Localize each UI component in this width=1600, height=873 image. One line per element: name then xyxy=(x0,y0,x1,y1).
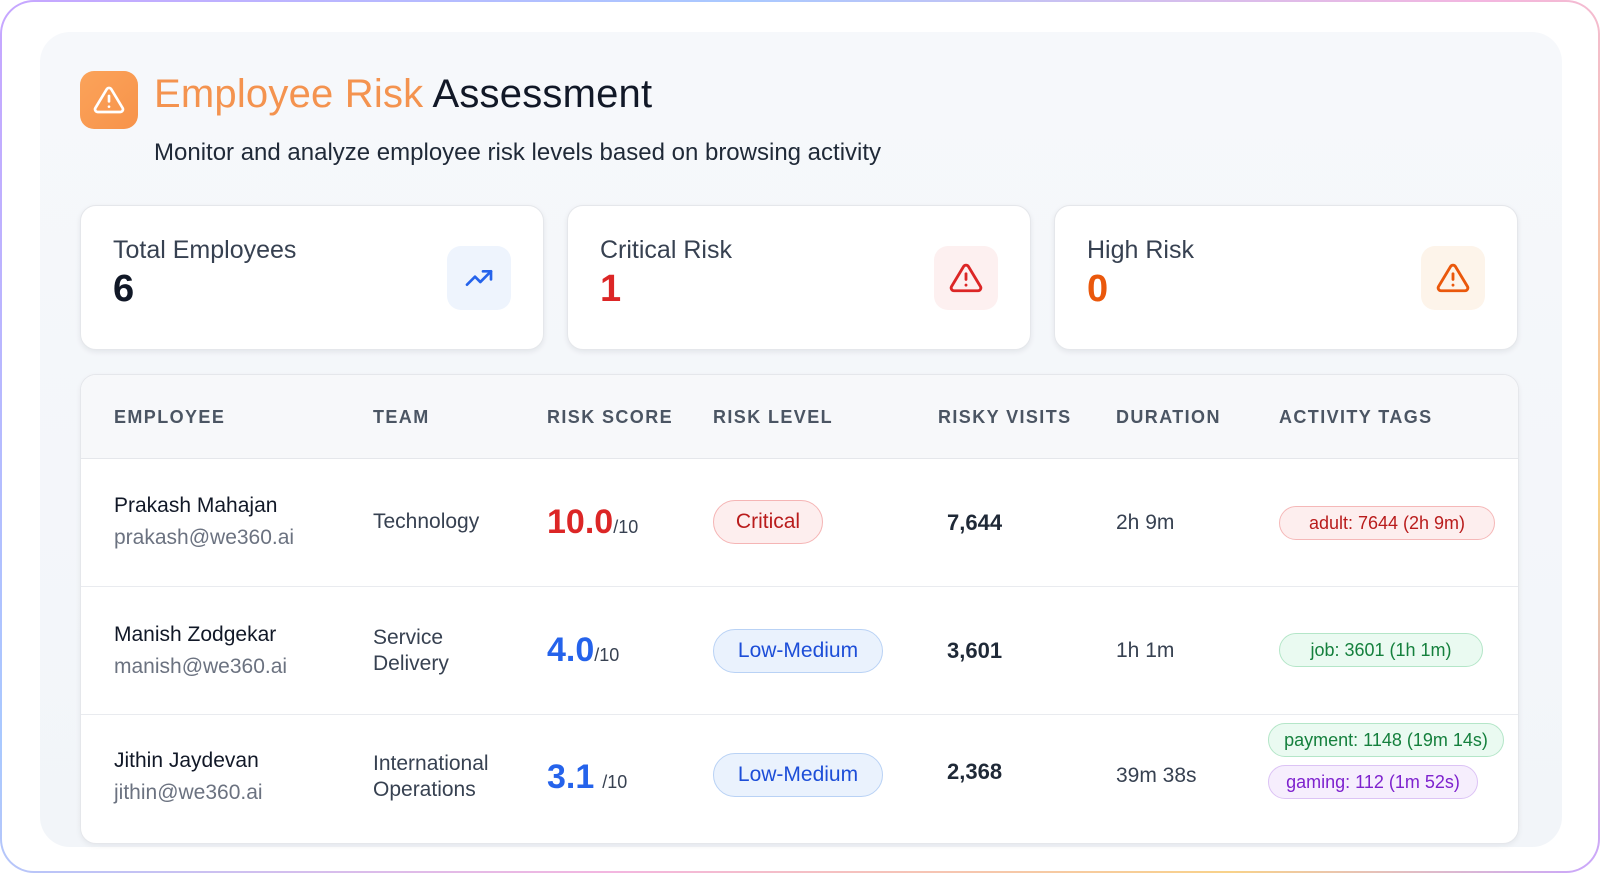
employee-name: Prakash Mahajan xyxy=(114,494,278,517)
column-header-risk-level[interactable]: RISK LEVEL xyxy=(713,407,834,427)
column-header-activity-tags[interactable]: ACTIVITY TAGS xyxy=(1279,407,1433,427)
trending-up-icon xyxy=(447,246,511,310)
employee-email: manish@we360.ai xyxy=(114,655,288,678)
stat-label: High Risk xyxy=(1087,236,1194,264)
page-title: Employee Risk Assessment xyxy=(154,72,652,117)
employee-email: jithin@we360.ai xyxy=(114,781,263,804)
team-line: International xyxy=(373,752,489,775)
column-header-team[interactable]: TEAM xyxy=(373,407,430,427)
employee-team: Service Delivery xyxy=(373,625,449,677)
risk-score: 3.1/10 xyxy=(547,758,627,797)
duration: 39m 38s xyxy=(1116,764,1197,787)
table-header: EMPLOYEE TEAM RISK SCORE RISK LEVEL RISK… xyxy=(81,375,1518,459)
risk-level-badge: Low-Medium xyxy=(713,629,883,673)
column-header-employee[interactable]: EMPLOYEE xyxy=(114,407,226,427)
page-title-accent: Employee Risk xyxy=(154,72,424,116)
column-header-risk-score[interactable]: RISK SCORE xyxy=(547,407,674,427)
risk-score-denominator: /10 xyxy=(594,645,620,665)
activity-tag: gaming: 112 (1m 52s) xyxy=(1268,765,1478,799)
table-row[interactable]: Prakash Mahajan prakash@we360.ai Technol… xyxy=(81,459,1518,587)
stat-label: Critical Risk xyxy=(600,236,732,264)
team-line: Service xyxy=(373,626,444,649)
risk-score-denominator: /10 xyxy=(613,517,639,537)
risky-visits: 3,601 xyxy=(947,638,1003,663)
stat-value: 1 xyxy=(600,268,622,310)
team-line: Operations xyxy=(373,778,476,801)
risk-level-badge: Low-Medium xyxy=(713,753,883,797)
team-line: Delivery xyxy=(373,652,449,675)
page-subtitle: Monitor and analyze employee risk levels… xyxy=(154,139,882,166)
column-header-duration[interactable]: DURATION xyxy=(1116,407,1221,427)
activity-tag: adult: 7644 (2h 9m) xyxy=(1279,506,1495,540)
column-header-risky-visits[interactable]: RISKY VISITS xyxy=(938,407,1072,427)
employee-name: Manish Zodgekar xyxy=(114,623,277,646)
employee-team: Technology xyxy=(373,509,479,535)
stat-card-high-risk: High Risk 0 xyxy=(1054,205,1518,350)
stat-value: 0 xyxy=(1087,268,1109,310)
team-line: Technology xyxy=(373,510,480,533)
risk-score: 10.0/10 xyxy=(547,503,638,542)
activity-tag: payment: 1148 (19m 14s) xyxy=(1268,723,1504,757)
page-title-rest: Assessment xyxy=(432,72,653,116)
risk-score-value: 10.0 xyxy=(547,503,614,541)
warning-triangle-icon xyxy=(1421,246,1485,310)
risk-score-value: 4.0 xyxy=(547,631,595,669)
risky-visits: 7,644 xyxy=(947,510,1003,535)
duration: 1h 1m xyxy=(1116,639,1175,662)
risk-score: 4.0/10 xyxy=(547,631,619,670)
risk-score-denominator: /10 xyxy=(602,772,628,792)
stat-card-total-employees: Total Employees 6 xyxy=(80,205,544,350)
employee-team: International Operations xyxy=(373,751,489,803)
risk-score-value: 3.1 xyxy=(547,758,595,796)
employee-email: prakash@we360.ai xyxy=(114,526,295,549)
table-row[interactable]: Jithin Jaydevan jithin@we360.ai Internat… xyxy=(81,715,1518,843)
stat-label: Total Employees xyxy=(113,236,297,264)
risk-level-badge: Critical xyxy=(713,500,823,544)
employee-risk-table: EMPLOYEE TEAM RISK SCORE RISK LEVEL RISK… xyxy=(80,374,1519,844)
warning-triangle-icon xyxy=(934,246,998,310)
warning-triangle-icon xyxy=(80,71,138,129)
activity-tag: job: 3601 (1h 1m) xyxy=(1279,633,1483,667)
duration: 2h 9m xyxy=(1116,511,1175,534)
table-row[interactable]: Manish Zodgekar manish@we360.ai Service … xyxy=(81,587,1518,715)
risky-visits: 2,368 xyxy=(947,759,1003,784)
stat-card-critical-risk: Critical Risk 1 xyxy=(567,205,1031,350)
employee-name: Jithin Jaydevan xyxy=(114,749,259,772)
stat-value: 6 xyxy=(113,268,135,310)
